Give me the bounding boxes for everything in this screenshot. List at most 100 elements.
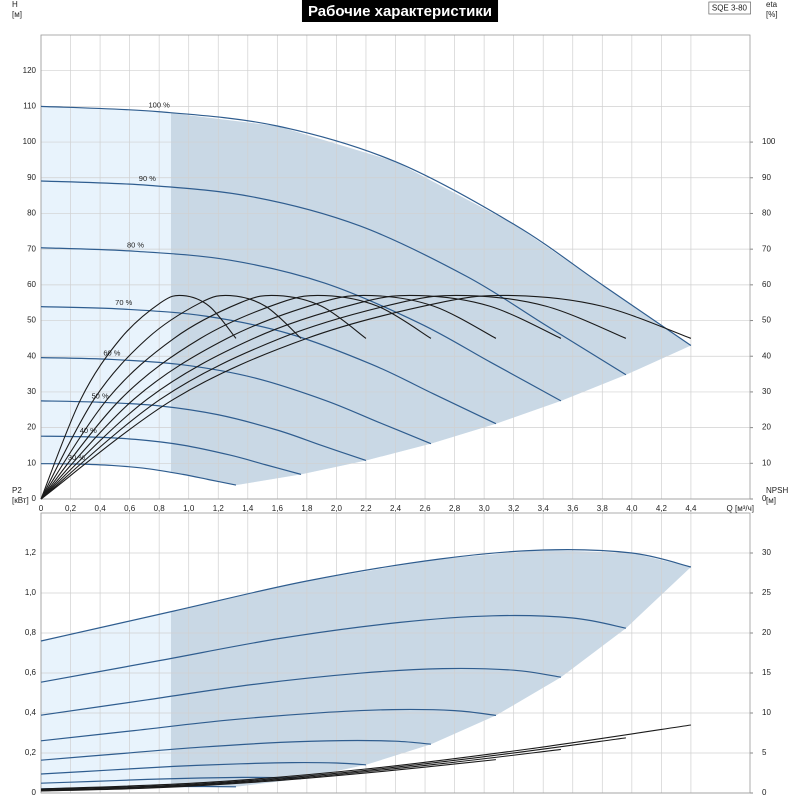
primary-curve (40, 614, 627, 683)
secondary-curve (40, 294, 432, 500)
y-tick-label: 40 (27, 351, 36, 360)
y-tick-label: 20 (27, 423, 36, 432)
y2-tick-label: 20 (762, 423, 771, 432)
primary-curve (40, 306, 497, 425)
secondary-curve (40, 294, 497, 500)
x-tick-label: 1,0 (183, 504, 195, 513)
primary-curve (40, 247, 562, 402)
x-tick-label: 1,6 (272, 504, 284, 513)
x-tick-label: 2,4 (390, 504, 402, 513)
y2-tick-label: 0 (762, 788, 767, 797)
y2-tick-label: 20 (762, 628, 771, 637)
secondary-curve (40, 294, 367, 500)
plot-border (40, 34, 751, 500)
primary-curve (40, 400, 367, 462)
y2-tick-label: 50 (762, 316, 771, 325)
x-tick-label: 0,2 (65, 504, 77, 513)
x-axis-label: Q [м³/ч] (727, 504, 754, 513)
y-tick-label: 60 (27, 280, 36, 289)
primary-curve (40, 180, 627, 376)
primary-curve (40, 739, 432, 761)
y-tick-label: 0,4 (25, 708, 37, 717)
y-tick-label: 0,6 (25, 668, 37, 677)
x-tick-label: 0,6 (124, 504, 136, 513)
x-tick-label: 1,8 (301, 504, 313, 513)
y2-tick-label: 10 (762, 458, 771, 467)
y2-tick-label: 30 (762, 387, 771, 396)
x-tick-label: 3,0 (479, 504, 491, 513)
x-tick-label: 2,8 (449, 504, 461, 513)
secondary-curve (40, 759, 496, 792)
x-tick-label: 4,4 (685, 504, 697, 513)
y-axis-label: P2 (12, 486, 22, 495)
y2-axis-unit: [м] (766, 496, 776, 505)
y-tick-label: 50 (27, 316, 36, 325)
curve-label: 30 % (68, 453, 85, 462)
secondary-curve (40, 294, 562, 500)
primary-curve (40, 761, 366, 775)
x-tick-label: 4,0 (626, 504, 638, 513)
secondary-curve (40, 294, 627, 500)
secondary-curve (40, 748, 561, 791)
secondary-curve (40, 294, 302, 500)
primary-curve (40, 357, 432, 445)
x-tick-label: 2,2 (360, 504, 372, 513)
y2-tick-label: 25 (762, 588, 771, 597)
x-tick-label: 0 (39, 504, 44, 513)
x-tick-label: 2,0 (331, 504, 343, 513)
model-box (708, 1, 751, 15)
y2-tick-label: 30 (762, 548, 771, 557)
y2-tick-label: 40 (762, 351, 771, 360)
y-tick-label: 90 (27, 173, 36, 182)
y2-axis-unit: [%] (766, 10, 778, 19)
y-tick-label: 10 (27, 458, 36, 467)
x-tick-label: 2,6 (419, 504, 431, 513)
x-tick-label: 3,4 (538, 504, 550, 513)
curve-label: 100 % (149, 101, 171, 110)
x-tick-label: 3,8 (597, 504, 609, 513)
y-tick-label: 0 (32, 788, 37, 797)
y2-tick-label: 90 (762, 173, 771, 182)
curve-label: 60 % (103, 348, 120, 357)
x-tick-label: 0,4 (95, 504, 107, 513)
curve-label: 70 % (115, 298, 132, 307)
primary-curve (40, 667, 562, 716)
y-tick-label: 1,2 (25, 548, 37, 557)
y-tick-label: 0 (32, 494, 37, 503)
plot-border (40, 512, 751, 794)
y-tick-label: 110 (23, 101, 36, 110)
primary-curve (40, 708, 497, 742)
y-axis-unit: [кВт] (12, 496, 29, 505)
curve-label: 40 % (80, 426, 97, 435)
y-tick-label: 80 (27, 209, 36, 218)
y-tick-label: 100 (23, 137, 37, 146)
y-tick-label: 30 (27, 387, 36, 396)
y2-axis-label: NPSH (766, 486, 788, 495)
curve-label: 80 % (127, 240, 144, 249)
y2-tick-label: 15 (762, 668, 771, 677)
y2-tick-label: 60 (762, 280, 771, 289)
title-box (301, 0, 499, 22)
x-tick-label: 1,2 (213, 504, 225, 513)
y2-tick-label: 0 (762, 494, 767, 503)
y-tick-label: 70 (27, 244, 36, 253)
y-tick-label: 1,0 (25, 588, 37, 597)
y-tick-label: 120 (23, 66, 37, 75)
model-label: SQE 3-80 (712, 4, 748, 13)
y-tick-label: 0,8 (25, 628, 37, 637)
x-tick-label: 3,2 (508, 504, 520, 513)
curve-label: 90 % (139, 174, 156, 183)
y2-tick-label: 5 (762, 748, 767, 757)
x-tick-label: 1,4 (242, 504, 254, 513)
x-tick-label: 3,6 (567, 504, 579, 513)
secondary-curve (40, 737, 626, 791)
chart-title: Рабочие характеристики (308, 3, 492, 20)
secondary-curve (40, 294, 237, 500)
y2-axis-label: eta (766, 0, 778, 9)
primary-curve (40, 549, 692, 642)
y-tick-label: 0,2 (25, 748, 37, 757)
y2-tick-label: 100 (762, 137, 776, 146)
y2-tick-label: 80 (762, 209, 771, 218)
y-axis-unit: [м] (12, 10, 22, 19)
